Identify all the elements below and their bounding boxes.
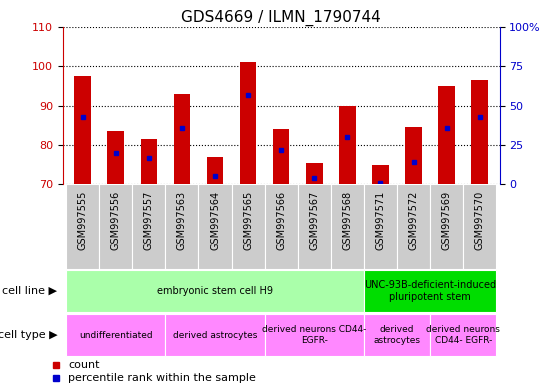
Bar	[364, 270, 496, 312]
Text: cell type ▶: cell type ▶	[0, 330, 57, 340]
Bar	[438, 86, 455, 184]
Bar	[66, 184, 99, 269]
Text: GSM997569: GSM997569	[442, 191, 452, 250]
Text: GSM997557: GSM997557	[144, 191, 154, 250]
Bar	[207, 157, 223, 184]
Text: derived neurons
CD44- EGFR-: derived neurons CD44- EGFR-	[426, 325, 500, 345]
Text: GSM997563: GSM997563	[177, 191, 187, 250]
Bar	[306, 163, 323, 184]
Text: GSM997556: GSM997556	[111, 191, 121, 250]
Bar	[140, 139, 157, 184]
Bar	[108, 131, 124, 184]
Text: embryonic stem cell H9: embryonic stem cell H9	[157, 286, 273, 296]
Text: derived neurons CD44-
EGFR-: derived neurons CD44- EGFR-	[262, 325, 366, 345]
Bar	[66, 270, 364, 312]
Text: GSM997570: GSM997570	[474, 191, 485, 250]
Bar	[372, 165, 389, 184]
Text: derived
astrocytes: derived astrocytes	[373, 325, 420, 345]
Text: GSM997572: GSM997572	[408, 191, 419, 250]
Bar	[265, 184, 298, 269]
Bar	[405, 127, 422, 184]
Bar	[430, 314, 496, 356]
Text: GSM997564: GSM997564	[210, 191, 220, 250]
Text: GSM997567: GSM997567	[309, 191, 319, 250]
Text: GSM997571: GSM997571	[376, 191, 385, 250]
Bar	[273, 129, 289, 184]
Text: GSM997568: GSM997568	[342, 191, 352, 250]
Title: GDS4669 / ILMN_1790744: GDS4669 / ILMN_1790744	[181, 9, 381, 25]
Text: GSM997565: GSM997565	[243, 191, 253, 250]
Bar	[198, 184, 232, 269]
Text: count: count	[68, 360, 99, 370]
Bar	[331, 184, 364, 269]
Bar	[471, 80, 488, 184]
Text: cell line ▶: cell line ▶	[2, 286, 57, 296]
Bar	[265, 314, 364, 356]
Bar	[364, 184, 397, 269]
Text: UNC-93B-deficient-induced
pluripotent stem: UNC-93B-deficient-induced pluripotent st…	[364, 280, 496, 302]
Bar	[99, 184, 132, 269]
Bar	[232, 184, 265, 269]
Bar	[240, 62, 257, 184]
Bar	[364, 314, 430, 356]
Bar	[430, 184, 463, 269]
Bar	[132, 184, 165, 269]
Bar	[74, 76, 91, 184]
Text: GSM997555: GSM997555	[78, 191, 88, 250]
Text: derived astrocytes: derived astrocytes	[173, 331, 257, 339]
Bar	[397, 184, 430, 269]
Text: percentile rank within the sample: percentile rank within the sample	[68, 373, 256, 383]
Bar	[66, 314, 165, 356]
Bar	[165, 184, 198, 269]
Bar	[298, 184, 331, 269]
Bar	[339, 106, 355, 184]
Text: undifferentiated: undifferentiated	[79, 331, 152, 339]
Bar	[174, 94, 190, 184]
Bar	[165, 314, 265, 356]
Bar	[463, 184, 496, 269]
Text: GSM997566: GSM997566	[276, 191, 286, 250]
